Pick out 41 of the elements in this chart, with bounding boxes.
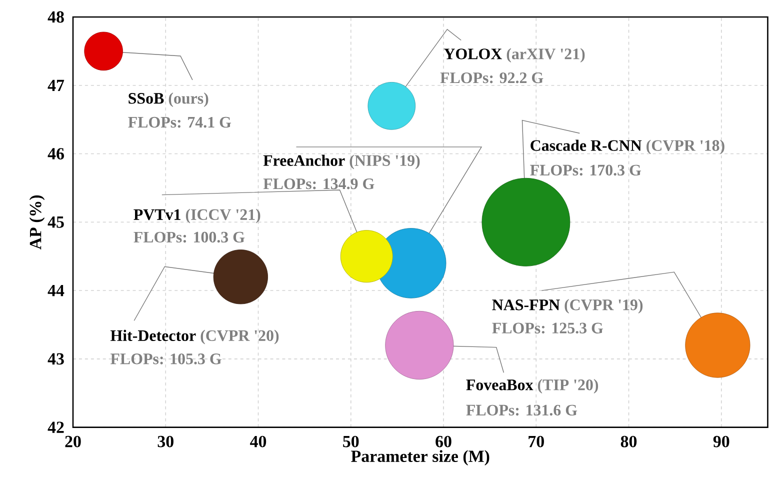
- text: NAS-FPN: [492, 300, 560, 310]
- y-tick-label: 48: [48, 11, 64, 23]
- annotation: FLOPs: 170.3 G: [530, 164, 641, 176]
- annotation: FLOPs: 134.9 G: [263, 178, 374, 190]
- text: FreeAnchor: [263, 154, 345, 166]
- y-tick-label: 44: [48, 284, 64, 296]
- y-tick-label: 43: [48, 353, 64, 365]
- text: PVTv1: [134, 209, 180, 220]
- series-label: Cascade R-CNN: [530, 140, 642, 151]
- x-tick-label: 80: [620, 436, 637, 448]
- annotation: FLOPs: 131.6 G: [466, 404, 578, 416]
- y-tick-label: 45: [48, 216, 64, 228]
- annotation: (ICCV '21): [186, 208, 260, 224]
- x-axis-title: Parameter size (M): [351, 450, 490, 466]
- annotation: FLOPs: 105.3 G: [110, 354, 222, 364]
- x-tick-label: 20: [65, 436, 81, 448]
- x-tick-label: 90: [713, 436, 730, 448]
- annotation: FLOPs: 100.3 G: [134, 232, 245, 243]
- text: SSoB: [128, 93, 164, 104]
- annotation: FLOPs: 92.2 G: [440, 72, 544, 84]
- annotation: FLOPs: 125.3 G: [492, 322, 604, 334]
- y-tick-label: 47: [48, 80, 64, 91]
- annotation: (CVPR '19): [564, 299, 643, 314]
- annotation: (ours): [168, 92, 208, 107]
- annotation: (TIP '20): [538, 379, 598, 394]
- annotation: (CVPR '18): [646, 140, 724, 154]
- y-tick-label: 42: [48, 422, 64, 433]
- y-tick-label: 46: [48, 148, 64, 160]
- text: Hit-Detector: [110, 330, 196, 342]
- x-tick-label: 60: [436, 436, 452, 448]
- x-tick-label: 40: [250, 436, 266, 448]
- annotation: (arXIV '21): [506, 48, 585, 63]
- y-axis-title: AP (%): [29, 195, 45, 250]
- x-tick-label: 70: [528, 436, 544, 448]
- x-tick-label: 30: [158, 436, 174, 448]
- x-tick-label: 50: [343, 436, 359, 448]
- annotation: FLOPs: 74.1 G: [128, 116, 232, 128]
- text: YOLOX: [444, 48, 502, 60]
- text: FoveaBox: [466, 380, 534, 390]
- annotation: (CVPR '20): [200, 330, 279, 344]
- annotation: (NIPS '19): [350, 154, 420, 170]
